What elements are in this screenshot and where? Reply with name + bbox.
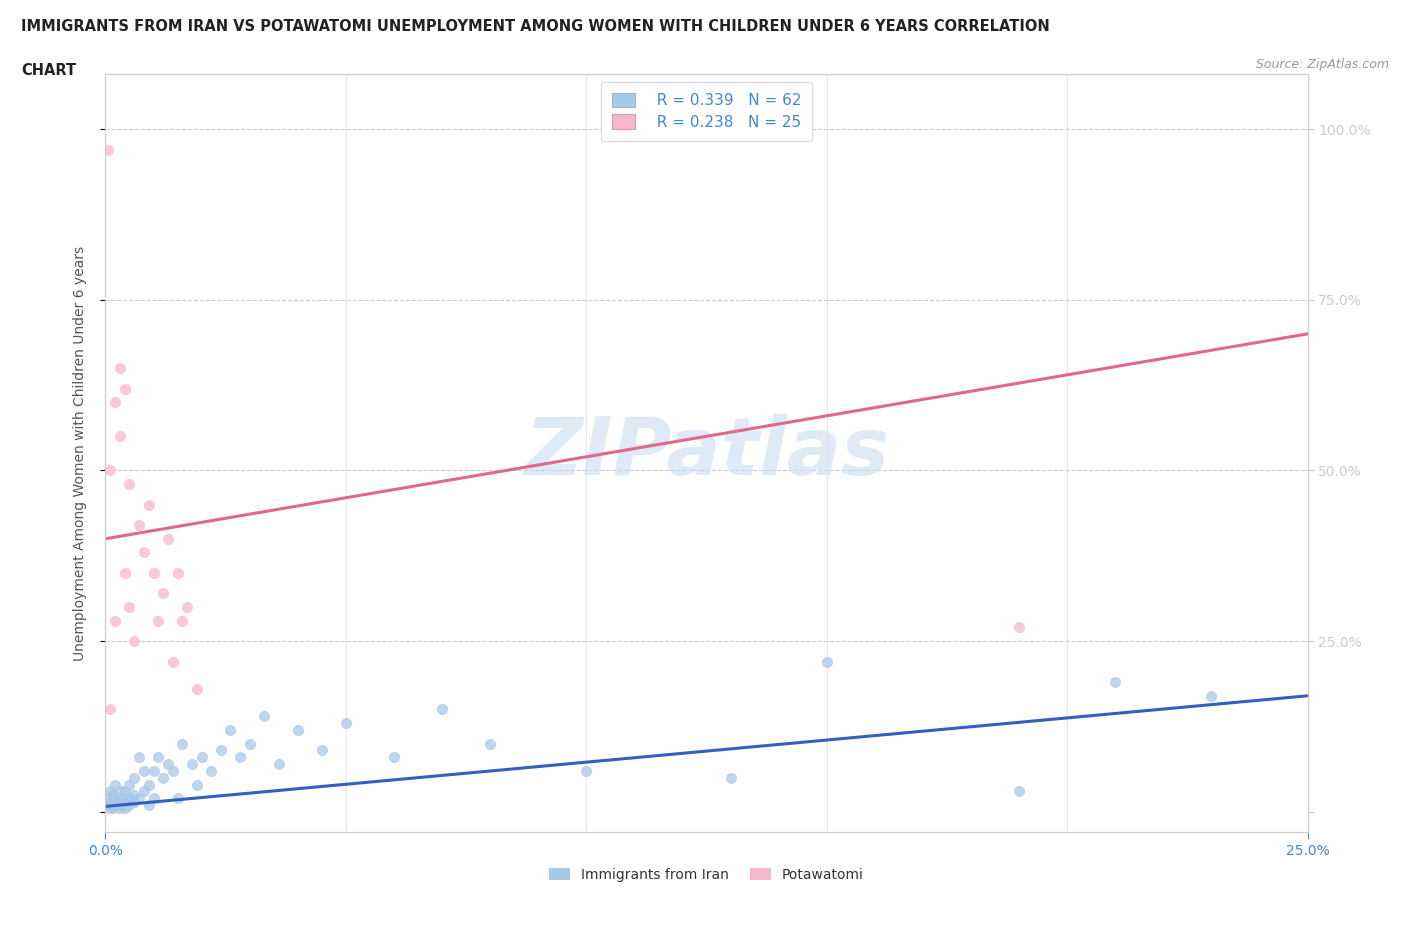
Point	[101, 788, 124, 803]
Point	[219, 723, 242, 737]
Point	[108, 784, 131, 799]
Point	[162, 764, 184, 778]
Legend: Immigrants from Iran, Potawatomi: Immigrants from Iran, Potawatomi	[544, 862, 869, 887]
Text: Source: ZipAtlas.com: Source: ZipAtlas.com	[1256, 58, 1389, 71]
Point	[98, 702, 121, 717]
Point	[1201, 688, 1223, 703]
Point	[128, 750, 150, 764]
Point	[124, 770, 146, 785]
Point	[104, 777, 127, 792]
Point	[108, 361, 131, 376]
Point	[104, 790, 127, 805]
Point	[430, 702, 453, 717]
Point	[104, 798, 127, 813]
Point	[382, 750, 405, 764]
Point	[124, 788, 146, 803]
Point	[186, 682, 208, 697]
Point	[108, 429, 131, 444]
Point	[132, 764, 155, 778]
Point	[720, 770, 742, 785]
Point	[190, 750, 212, 764]
Point	[124, 633, 146, 648]
Point	[142, 565, 165, 580]
Point	[114, 801, 136, 816]
Point	[172, 613, 194, 628]
Point	[172, 737, 194, 751]
Point	[253, 709, 276, 724]
Point	[200, 764, 222, 778]
Point	[97, 142, 120, 157]
Point	[176, 600, 198, 615]
Point	[815, 654, 838, 669]
Point	[156, 531, 179, 546]
Point	[114, 381, 136, 396]
Point	[181, 757, 204, 772]
Point	[118, 790, 141, 805]
Point	[138, 777, 160, 792]
Point	[287, 723, 309, 737]
Point	[209, 743, 232, 758]
Point	[267, 757, 290, 772]
Point	[1008, 784, 1031, 799]
Point	[118, 477, 141, 492]
Point	[111, 790, 134, 805]
Point	[114, 784, 136, 799]
Point	[98, 463, 121, 478]
Point	[98, 790, 121, 805]
Point	[311, 743, 333, 758]
Point	[1104, 674, 1126, 689]
Point	[98, 784, 121, 799]
Point	[148, 750, 170, 764]
Point	[148, 613, 170, 628]
Point	[186, 777, 208, 792]
Point	[98, 798, 121, 813]
Point	[166, 565, 188, 580]
Point	[128, 790, 150, 805]
Point	[152, 586, 174, 601]
Point	[138, 798, 160, 813]
Point	[100, 794, 122, 809]
Point	[108, 801, 131, 816]
Point	[114, 794, 136, 809]
Point	[114, 565, 136, 580]
Point	[97, 798, 120, 813]
Point	[1008, 620, 1031, 635]
Point	[118, 600, 141, 615]
Point	[108, 798, 131, 813]
Point	[104, 613, 127, 628]
Point	[98, 801, 121, 816]
Text: CHART: CHART	[21, 63, 76, 78]
Point	[107, 794, 129, 809]
Point	[575, 764, 598, 778]
Point	[124, 794, 146, 809]
Point	[118, 798, 141, 813]
Point	[239, 737, 262, 751]
Point	[156, 757, 179, 772]
Point	[142, 764, 165, 778]
Point	[152, 770, 174, 785]
Point	[138, 498, 160, 512]
Point	[229, 750, 252, 764]
Point	[115, 790, 138, 805]
Point	[118, 777, 141, 792]
Point	[104, 394, 127, 409]
Point	[166, 790, 188, 805]
Text: IMMIGRANTS FROM IRAN VS POTAWATOMI UNEMPLOYMENT AMONG WOMEN WITH CHILDREN UNDER : IMMIGRANTS FROM IRAN VS POTAWATOMI UNEMP…	[21, 19, 1050, 33]
Point	[162, 654, 184, 669]
Point	[128, 518, 150, 533]
Y-axis label: Unemployment Among Women with Children Under 6 years: Unemployment Among Women with Children U…	[73, 246, 87, 661]
Point	[142, 790, 165, 805]
Point	[132, 545, 155, 560]
Point	[479, 737, 502, 751]
Point	[132, 784, 155, 799]
Point	[101, 801, 124, 816]
Point	[335, 716, 357, 731]
Text: ZIPatlas: ZIPatlas	[524, 415, 889, 492]
